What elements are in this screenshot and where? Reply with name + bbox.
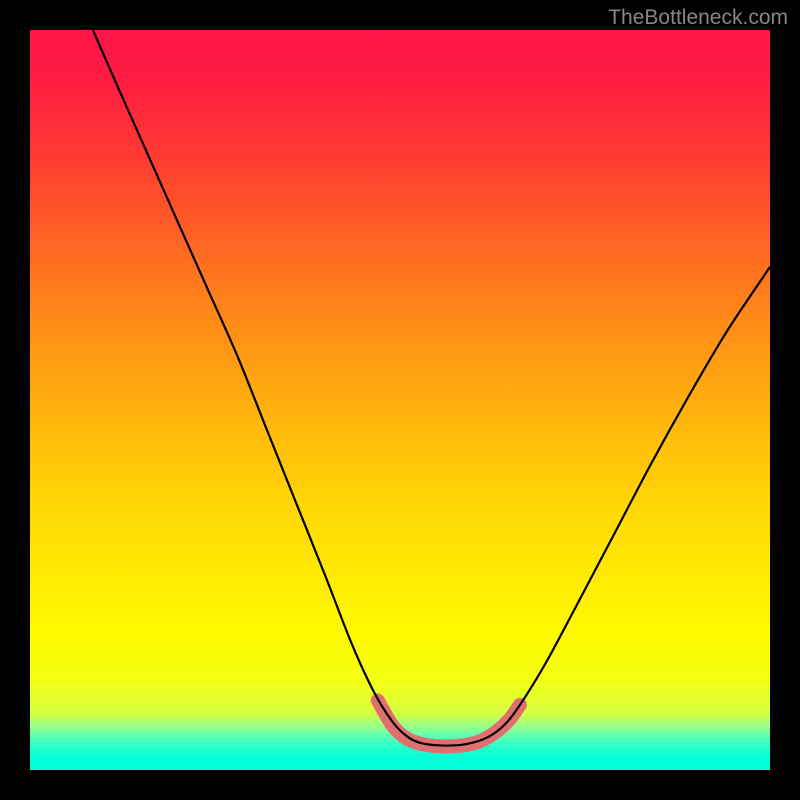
chart-area [30, 30, 770, 770]
trough-marker [378, 700, 520, 746]
curve-layer [30, 30, 770, 770]
bottleneck-curve [93, 30, 770, 746]
watermark-text: TheBottleneck.com [608, 6, 788, 30]
